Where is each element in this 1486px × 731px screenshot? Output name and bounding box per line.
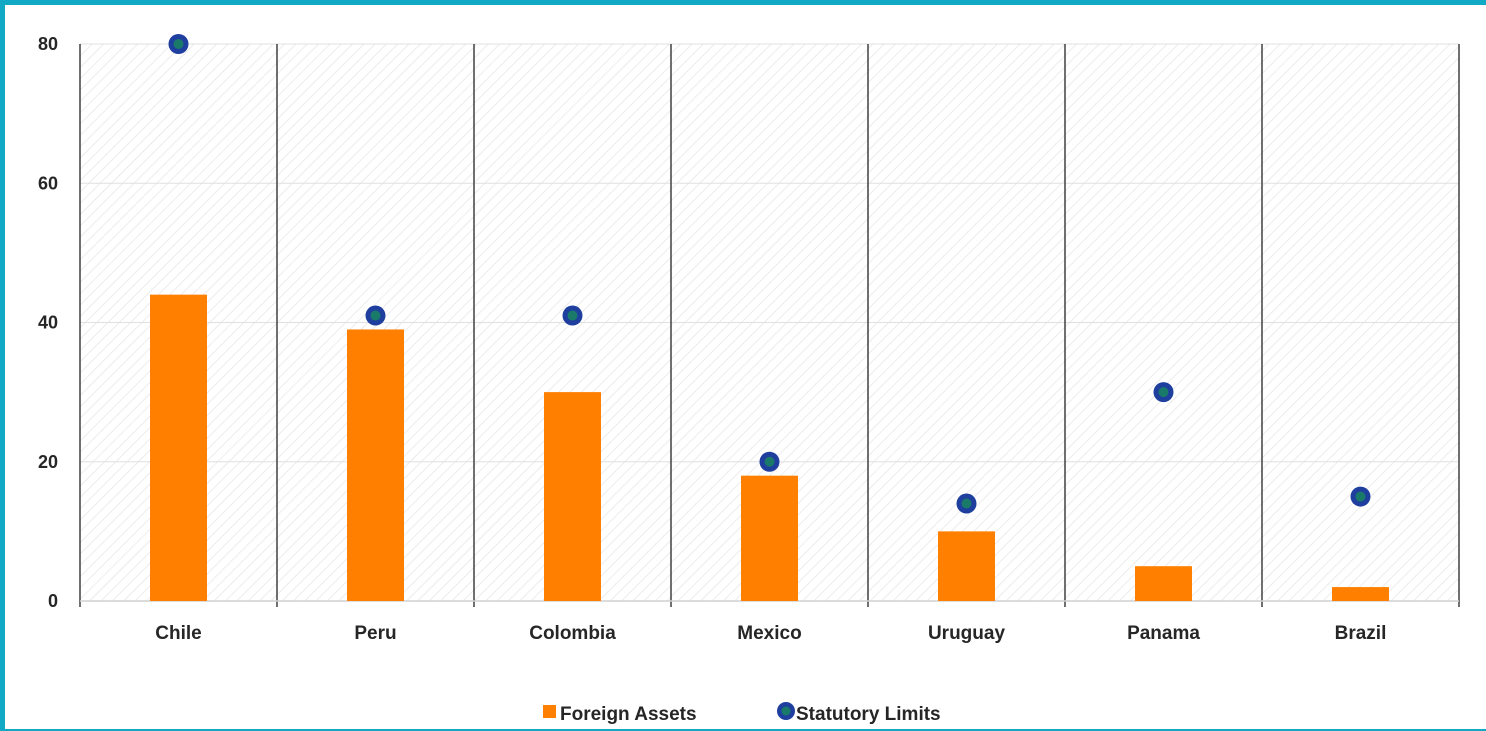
marker-statutory-limit-panama [1153,382,1174,403]
marker-statutory-limit-uruguay [956,493,977,514]
legend-label-statutory-limits: Statutory Limits [796,704,941,725]
x-tick-label: Peru [354,623,396,644]
bar-foreign-assets-chile [150,294,207,601]
x-tick-label: Colombia [529,623,616,644]
marker-inner [764,456,775,467]
marker-inner [567,310,578,321]
bar-foreign-assets-peru [347,329,404,601]
bar-foreign-assets-colombia [544,392,601,601]
legend-marker-inner [781,706,791,716]
marker-statutory-limit-colombia [562,305,583,326]
marker-inner [1158,387,1169,398]
legend-label-foreign-assets: Foreign Assets [560,704,697,725]
marker-inner [1355,491,1366,502]
x-tick-label: Uruguay [928,623,1006,644]
marker-statutory-limit-chile [168,34,189,54]
x-tick-label: Mexico [737,623,801,644]
marker-statutory-limit-mexico [759,451,780,472]
bar-foreign-assets-brazil [1332,587,1389,601]
marker-inner [961,498,972,509]
bar-foreign-assets-panama [1135,566,1192,601]
bar-foreign-assets-mexico [741,475,798,601]
marker-statutory-limit-brazil [1350,486,1371,507]
bar-foreign-assets-uruguay [938,531,995,601]
marker-statutory-limit-peru [365,305,386,326]
marker-inner [370,310,381,321]
y-tick-label: 80 [38,34,58,54]
y-tick-label: 40 [38,313,58,333]
x-tick-label: Chile [155,623,201,644]
x-tick-label: Brazil [1335,623,1387,644]
y-tick-label: 20 [38,452,58,472]
x-tick-label: Panama [1127,623,1200,644]
y-tick-label: 0 [48,591,58,611]
legend-swatch-foreign-assets [543,705,556,718]
marker-inner [173,39,184,49]
y-tick-label: 60 [38,173,58,193]
